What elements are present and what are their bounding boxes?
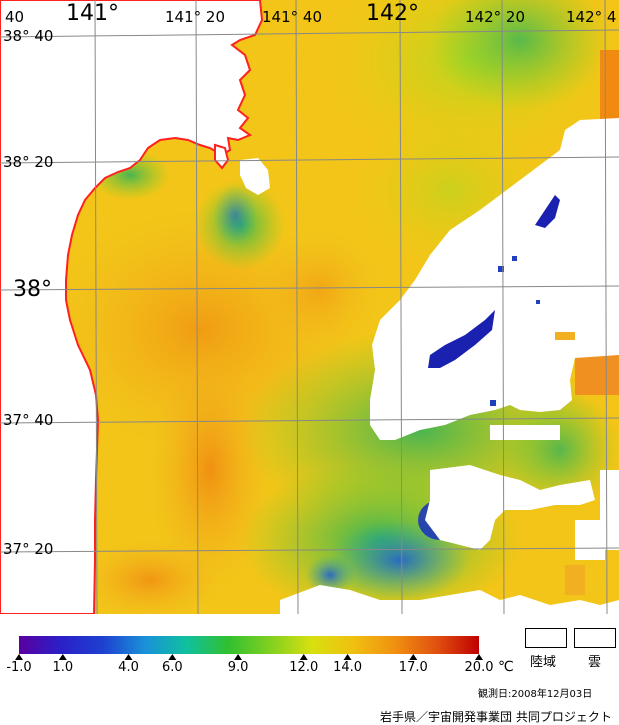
cloud-area [490,425,560,440]
longitude-label: 142° [366,1,419,26]
colorbar-tick-label: 4.0 [118,660,139,675]
cloud-area [425,465,595,550]
cloud-legend-swatch [574,628,616,648]
latitude-label: 37° 40 [3,411,54,429]
latitude-label: 38° 20 [3,153,54,171]
graticule-grid [0,0,619,614]
longitude-label: 142° 4 [566,8,617,26]
longitude-label: 141° 40 [262,8,322,26]
colorbar-tick-label: 1.0 [52,660,74,675]
colorbar-tick-label: -1.0 [6,660,32,675]
colorbar-tick-label: 17.0 [398,660,428,675]
observation-date: 観測日:2008年12月03日 [478,689,593,700]
longitude-label: 141° [66,1,119,26]
temperature-unit-label: ℃ [498,659,514,675]
sea-surface-temperature-map [0,0,619,614]
colorbar-tick-label: 20.0 [464,660,494,675]
colorbar-tick-label: 14.0 [333,660,363,675]
temperature-colorbar [19,636,479,654]
cloud-area [280,585,619,614]
cloud-legend-label: 雲 [588,655,602,670]
corner-fragment-label: 40 [5,8,25,26]
latitude-label: 37° 20 [3,540,54,558]
land-legend-label: 陸域 [530,655,557,670]
cloud-area [575,520,605,560]
latitude-label: 38° [13,277,52,302]
latitude-label: 38° 40 [3,27,54,45]
land-legend-swatch [525,628,567,648]
colorbar-tick-label: 6.0 [161,660,183,675]
credit-text: 岩手県／宇宙開発事業団 共同プロジェクト [380,710,612,724]
colorbar-tick-label: 9.0 [227,660,249,675]
colorbar-tick-label: 12.0 [289,660,319,675]
longitude-label: 141° 20 [165,8,225,26]
longitude-label: 142° 20 [465,8,525,26]
